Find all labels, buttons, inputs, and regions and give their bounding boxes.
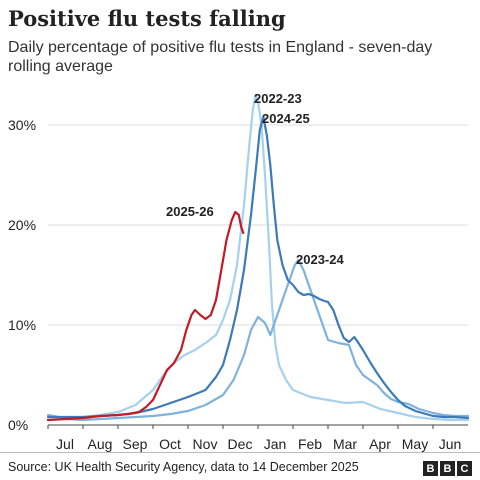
x-tick-label: Jun: [439, 436, 462, 452]
logo-letter: B: [440, 461, 455, 476]
logo-letter: B: [423, 461, 438, 476]
series-line: [46, 115, 470, 420]
logo-letter: C: [457, 461, 472, 476]
x-tick-label: May: [402, 436, 428, 452]
series-line: [46, 93, 470, 422]
chart-title: Positive flu tests falling: [8, 6, 286, 31]
y-tick-label: 10%: [8, 317, 36, 333]
series-label: 2025-26: [166, 204, 214, 219]
source-note: Source: UK Health Security Agency, data …: [8, 460, 359, 474]
x-tick-label: Jul: [56, 436, 74, 452]
series-line: [46, 210, 245, 422]
x-tick-label: Mar: [333, 436, 357, 452]
series-label: 2024-25: [262, 111, 310, 126]
footer-divider: [0, 452, 480, 453]
x-tick-label: Dec: [228, 436, 253, 452]
chart-subtitle: Daily percentage of positive flu tests i…: [8, 39, 433, 75]
x-tick-label: Feb: [298, 436, 322, 452]
series-line: [46, 258, 470, 422]
y-tick-label: 20%: [8, 217, 36, 233]
x-tick-label: Aug: [88, 436, 113, 452]
y-tick-label: 0%: [8, 417, 28, 433]
bbc-logo: B B C: [423, 461, 472, 476]
series-label: 2022-23: [254, 91, 302, 106]
x-tick-label: Apr: [369, 436, 391, 452]
series-label: 2023-24: [296, 252, 344, 267]
y-tick-label: 30%: [8, 117, 36, 133]
x-tick-label: Oct: [159, 436, 181, 452]
x-tick-label: Jan: [264, 436, 287, 452]
x-tick-label: Nov: [193, 436, 218, 452]
x-tick-label: Sep: [123, 436, 148, 452]
